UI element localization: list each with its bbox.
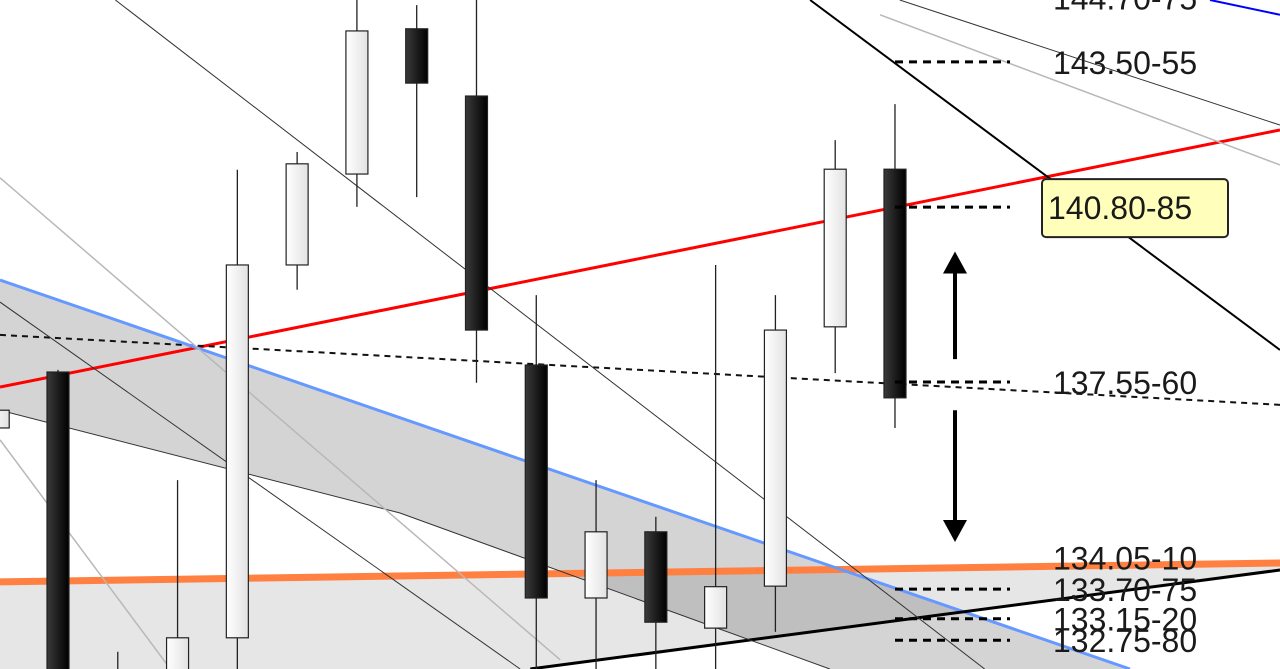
thin-black-line-b (0, 301, 521, 669)
candle (464, 0, 489, 383)
bullish-candle-body (584, 531, 608, 599)
price-level-label: 132.75-80 (1053, 623, 1197, 659)
gray-line-f (0, 439, 171, 669)
bearish-candle-body (644, 531, 668, 623)
thin-black-line-a (115, 0, 985, 669)
candle (285, 151, 309, 290)
bullish-candle-body (225, 264, 249, 639)
candle (584, 480, 608, 669)
gray-line-e (0, 177, 561, 661)
candle (165, 480, 190, 669)
bearish-candle-body (464, 95, 489, 331)
price-levels: 144.70-75 143.50-55 140.80-85 137.55-60 134.… (895, 0, 1229, 659)
bullish-candle-body (763, 329, 788, 587)
blue-trendline (0, 278, 1131, 669)
candle (704, 264, 728, 669)
thin-black-line-c (0, 409, 830, 669)
light-fill-region (0, 563, 1280, 669)
candle (823, 140, 847, 374)
bullish-candle-body (823, 168, 847, 328)
candle (46, 369, 70, 669)
price-level-label: 133.70-75 (1053, 572, 1197, 608)
bullish-candle-body (704, 586, 728, 629)
orange-trendline (0, 559, 1280, 586)
blue-line-top-right (1209, 0, 1280, 16)
bearish-candle-body (405, 28, 429, 84)
candle (524, 295, 548, 669)
arrow-up-icon (943, 251, 967, 360)
price-level-label: 134.05-10 (1053, 540, 1197, 576)
bearish-candle-body (46, 371, 70, 669)
candle (644, 516, 668, 669)
candle (117, 651, 119, 669)
bullish-candle-body (0, 409, 10, 429)
candles (0, 0, 907, 669)
arrows (943, 251, 967, 543)
candle (763, 295, 788, 632)
candle (883, 104, 907, 428)
dashed-trendline (0, 333, 1280, 406)
thin-black-line-top-right (899, 0, 1280, 126)
thick-black-diagonal-line (809, 0, 1280, 351)
candle (0, 409, 10, 429)
candle (405, 5, 429, 198)
price-level-label: 133.15-20 (1053, 602, 1197, 638)
arrow-down-icon (943, 410, 967, 543)
highlight-price-box (1041, 178, 1229, 239)
bearish-candle-body (883, 168, 907, 399)
price-level-label: 144.70-75 (1053, 0, 1197, 16)
bullish-candle-body (165, 637, 190, 669)
bullish-candle-body (345, 30, 369, 175)
price-level-label: 143.50-55 (1053, 45, 1197, 81)
red-trendline (0, 128, 1280, 389)
gray-line-top-right (879, 14, 1280, 166)
candle (345, 0, 369, 207)
price-level-label: 137.55-60 (1053, 365, 1197, 401)
bearish-candle-body (524, 364, 548, 599)
candle (225, 169, 249, 669)
price-level-label: 140.80-85 (1048, 190, 1192, 226)
bullish-candle-body (285, 163, 309, 266)
